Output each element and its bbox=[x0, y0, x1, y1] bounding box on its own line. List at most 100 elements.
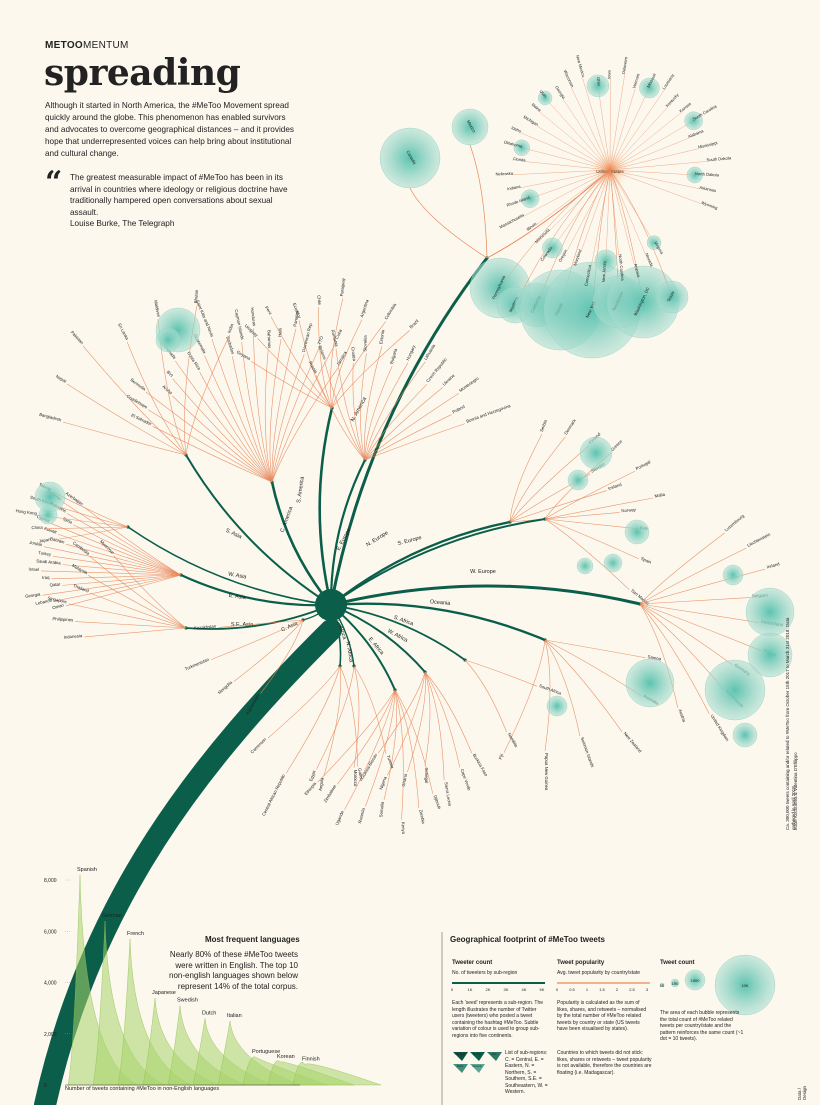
legend-bubble bbox=[670, 978, 680, 988]
country-branch bbox=[148, 409, 273, 483]
lang-y-tick: 2,000 bbox=[44, 1032, 57, 1038]
legend-bubble bbox=[714, 954, 776, 1016]
country-label: Syria bbox=[62, 516, 74, 525]
country-label: Colombia bbox=[383, 302, 397, 321]
region-label: N. Europe bbox=[365, 530, 389, 548]
country-label: Russia bbox=[308, 360, 319, 374]
legend-seed bbox=[453, 1052, 468, 1061]
country-branch bbox=[544, 470, 635, 520]
legend-seed-label: Europe bbox=[473, 1053, 482, 1056]
country-branch bbox=[521, 147, 611, 171]
country-label: China bbox=[31, 525, 43, 530]
country-branch bbox=[378, 671, 426, 754]
country-branch bbox=[464, 659, 537, 687]
country-branch bbox=[503, 639, 546, 753]
country-label: South Dakota bbox=[706, 155, 732, 162]
country-label: South Africa bbox=[538, 683, 562, 696]
region-stem bbox=[330, 602, 546, 642]
legend-seed bbox=[470, 1052, 485, 1061]
country-branch bbox=[509, 436, 566, 523]
legend-title: Geographical footprint of #MeToo tweets bbox=[450, 935, 605, 944]
country-branch bbox=[639, 568, 766, 605]
country-label: Senegal bbox=[424, 768, 429, 784]
country-label: Malaysia bbox=[71, 563, 89, 576]
country-branch bbox=[364, 361, 426, 461]
country-branch bbox=[609, 169, 700, 189]
country-branch bbox=[609, 120, 694, 171]
country-branch bbox=[62, 564, 182, 576]
country-branch bbox=[172, 395, 273, 483]
country-label: Bhutan bbox=[193, 289, 199, 304]
country-label: Oklahoma bbox=[503, 139, 523, 149]
country-branch bbox=[509, 490, 607, 523]
country-label: Nepal bbox=[55, 374, 67, 384]
country-label: Cameroon bbox=[249, 736, 267, 754]
country-label: Gabon bbox=[357, 768, 364, 782]
country-branch bbox=[509, 445, 590, 523]
country-branch bbox=[609, 169, 655, 243]
country-label: India bbox=[227, 323, 235, 334]
legend-seed-label: Americas bbox=[455, 1053, 466, 1056]
country-branch bbox=[62, 574, 182, 586]
legend-popularity-heading: Tweet popularity bbox=[557, 960, 605, 966]
country-branch bbox=[513, 169, 611, 175]
legend-tick: 5K bbox=[540, 987, 545, 992]
country-branch bbox=[315, 375, 366, 461]
country-label: Fiji bbox=[498, 753, 505, 760]
legend-tick: 2.5 bbox=[629, 987, 635, 992]
legend-tick: 2K bbox=[486, 987, 491, 992]
quote-mark-icon: “ bbox=[45, 165, 63, 200]
legend-bubble-label: 10K bbox=[741, 983, 748, 988]
country-label: Brazil bbox=[408, 318, 419, 329]
country-label: Slovakia bbox=[362, 335, 367, 352]
region-stem bbox=[185, 604, 332, 630]
country-label: Central African Republic bbox=[261, 772, 287, 816]
country-label: Samoa bbox=[647, 654, 662, 661]
country-label: Bermuda bbox=[130, 377, 148, 392]
country-label: Azerbaijan bbox=[65, 491, 85, 507]
country-branch bbox=[73, 524, 182, 576]
country-branch bbox=[364, 414, 452, 461]
country-bubble bbox=[520, 189, 540, 208]
country-label: Saudi Arabia bbox=[36, 558, 61, 565]
country-label: Croatia bbox=[350, 347, 357, 362]
country-branch bbox=[204, 355, 273, 483]
country-branch bbox=[609, 148, 699, 171]
region-stem bbox=[330, 604, 466, 661]
country-label: Solomon Islands bbox=[580, 736, 596, 768]
central-hub bbox=[315, 589, 347, 621]
language-label: German bbox=[102, 913, 122, 919]
intro-text: Although it started in North America, th… bbox=[45, 101, 294, 158]
country-branch bbox=[409, 187, 488, 259]
region-stem bbox=[127, 526, 332, 606]
region-label: S. Europe bbox=[397, 535, 422, 547]
country-label: Michigan bbox=[523, 114, 540, 127]
legend-count-text: The area of each bubble represents the t… bbox=[660, 1010, 744, 1042]
country-branch bbox=[43, 546, 182, 576]
country-label: Texas bbox=[666, 290, 675, 302]
region-label: N. Africa bbox=[344, 641, 354, 663]
country-label: Zambia bbox=[418, 809, 426, 825]
country-label: North Carolina bbox=[618, 254, 626, 281]
country-branch bbox=[387, 671, 426, 776]
country-label: Ireland bbox=[766, 561, 781, 570]
country-branch bbox=[639, 532, 725, 605]
region-label: E. Asia bbox=[228, 593, 247, 601]
lang-y-tick: 8,000 bbox=[44, 878, 57, 884]
country-label: Uganda bbox=[334, 810, 345, 826]
legend-tick: 0 bbox=[556, 987, 559, 992]
country-bubble bbox=[747, 632, 793, 678]
country-label: Maine bbox=[531, 102, 543, 113]
country-branch bbox=[552, 169, 611, 249]
country-label: Bulgaria bbox=[389, 347, 398, 364]
country-branch bbox=[152, 426, 273, 483]
country-branch bbox=[241, 341, 273, 483]
country-branch bbox=[172, 378, 273, 483]
country-bubble bbox=[451, 108, 489, 146]
country-branch bbox=[364, 393, 459, 461]
legend-tweeter-text: Each 'seed' represents a sub-region. The… bbox=[452, 1000, 544, 1039]
country-label: Argentina bbox=[359, 298, 370, 318]
country-branch bbox=[597, 85, 611, 171]
country-branch bbox=[520, 132, 611, 171]
